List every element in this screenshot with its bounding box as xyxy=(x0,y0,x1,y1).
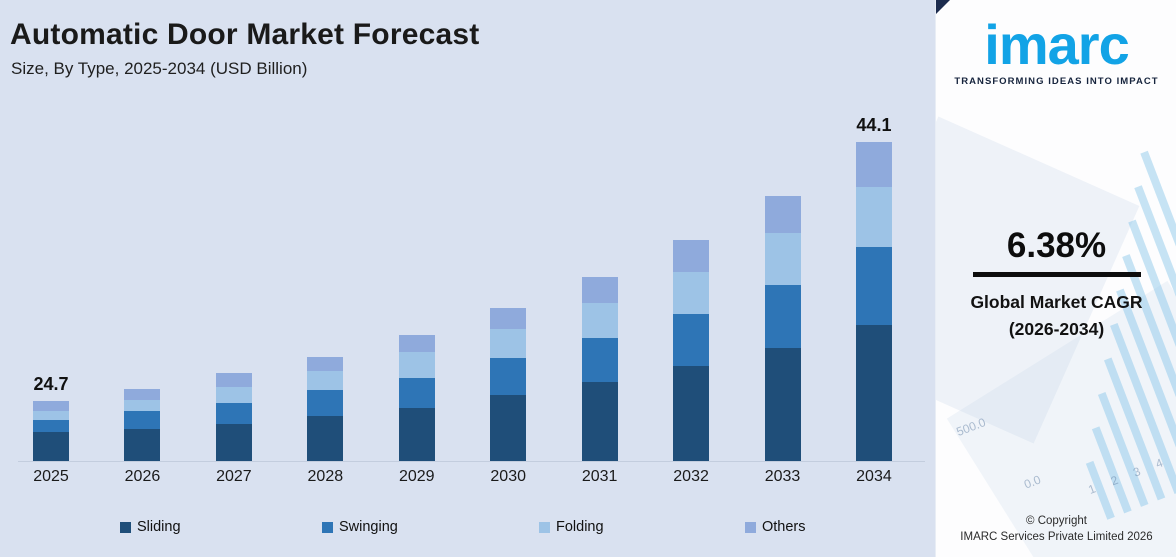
legend: Sliding Swinging Folding Others xyxy=(0,519,935,543)
legend-swatch-folding xyxy=(539,521,550,533)
chart-subtitle: Size, By Type, 2025-2034 (USD Billion) xyxy=(11,59,308,78)
data-label-2025: 24.7 xyxy=(33,374,69,394)
legend-item-folding: Folding xyxy=(539,519,604,535)
x-axis-line xyxy=(18,461,925,462)
bar-2032-sliding-segment xyxy=(673,366,710,461)
bar-2030-others-segment xyxy=(490,308,527,329)
bar-2025-others-segment xyxy=(33,401,69,411)
bar-2034-sliding-segment xyxy=(855,325,892,461)
plot-area: 24.7 44.1 xyxy=(0,110,935,462)
bar-2028 xyxy=(307,357,344,461)
imarc-logo-tagline: TRANSFORMING IDEAS INTO IMPACT xyxy=(954,76,1159,88)
x-tick-2034: 2034 xyxy=(856,468,892,485)
legend-label-swinging: Swinging xyxy=(339,519,398,535)
bar-2027-swinging-segment xyxy=(215,403,252,424)
copyright-line2: IMARC Services Private Limited 2026 xyxy=(960,531,1153,544)
bar-2029-folding-segment xyxy=(398,352,435,378)
bar-2026-others-segment xyxy=(124,389,161,400)
legend-swatch-swinging xyxy=(322,521,333,533)
bar-2027 xyxy=(215,373,252,461)
x-tick-2030: 2030 xyxy=(490,468,526,485)
bar-2025-folding-segment xyxy=(33,411,69,420)
bar-2034-others-segment xyxy=(855,142,892,187)
x-tick-2028: 2028 xyxy=(307,468,344,485)
legend-label-folding: Folding xyxy=(556,519,604,535)
bar-2033-swinging-segment xyxy=(764,285,801,348)
cagr-underline xyxy=(972,272,1141,277)
bar-2033-sliding-segment xyxy=(764,348,801,461)
bar-2029-sliding-segment xyxy=(398,408,435,461)
bar-2026-folding-segment xyxy=(124,400,161,411)
bar-2028-swinging-segment xyxy=(307,390,344,416)
bar-2031-swinging-segment xyxy=(581,338,618,382)
bar-2034 xyxy=(855,142,892,461)
bar-2029-swinging-segment xyxy=(398,378,435,408)
bar-2026-sliding-segment xyxy=(124,429,161,461)
bar-2030-swinging-segment xyxy=(490,358,527,395)
x-tick-2027: 2027 xyxy=(216,468,252,485)
copyright-line1: © Copyright xyxy=(1026,514,1087,527)
x-tick-2031: 2031 xyxy=(581,468,618,485)
legend-label-sliding: Sliding xyxy=(137,519,181,535)
corner-accent-triangle xyxy=(936,0,950,14)
bar-2026 xyxy=(124,389,161,461)
bar-2029-others-segment xyxy=(398,335,435,352)
legend-swatch-others xyxy=(745,521,756,533)
x-tick-2029: 2029 xyxy=(398,468,435,485)
legend-item-others: Others xyxy=(745,519,806,535)
x-tick-2025: 2025 xyxy=(33,468,69,485)
chart-section: Automatic Door Market Forecast Size, By … xyxy=(0,18,935,543)
bar-2025 xyxy=(33,401,69,461)
data-label-2034: 44.1 xyxy=(856,115,892,135)
cagr-range: (2026-2034) xyxy=(1008,319,1105,340)
bar-2031-sliding-segment xyxy=(581,382,618,461)
bar-2025-swinging-segment xyxy=(33,420,69,432)
bar-2025-sliding-segment xyxy=(33,432,69,461)
bar-2034-folding-segment xyxy=(855,187,892,247)
bar-2031 xyxy=(581,277,618,461)
bar-2028-others-segment xyxy=(307,357,344,371)
bar-2031-others-segment xyxy=(581,277,618,303)
x-tick-2033: 2033 xyxy=(764,468,801,485)
bar-2031-folding-segment xyxy=(581,303,618,338)
bar-2033 xyxy=(764,196,801,461)
legend-swatch-sliding xyxy=(120,521,131,533)
bar-2032-others-segment xyxy=(673,240,710,272)
cagr-block: 6.38% Global Market CAGR (2026-2034) xyxy=(936,226,1176,343)
x-tick-2026: 2026 xyxy=(124,468,161,485)
legend-item-swinging: Swinging xyxy=(322,519,398,535)
bar-2032-folding-segment xyxy=(673,272,710,314)
cagr-value: 6.38% xyxy=(1006,226,1107,265)
bar-2032 xyxy=(673,240,710,461)
bar-2034-swinging-segment xyxy=(855,247,892,325)
chart-title: Automatic Door Market Forecast xyxy=(10,18,480,51)
bar-2033-folding-segment xyxy=(764,233,801,285)
bar-2030-folding-segment xyxy=(490,329,527,358)
legend-label-others: Others xyxy=(762,519,806,535)
x-axis-labels: 2025 2026 2027 2028 2029 2030 2031 2032 2033 2034 xyxy=(0,468,935,492)
bar-2032-swinging-segment xyxy=(673,314,710,366)
brand-panel: 500.0 0.0 1 2 3 4 imarc TRANSFORMING IDE… xyxy=(935,0,1176,557)
bar-2027-others-segment xyxy=(215,373,252,387)
imarc-logo: imarc TRANSFORMING IDEAS INTO IMPACT xyxy=(936,6,1176,87)
copyright: © Copyright IMARC Services Private Limit… xyxy=(936,513,1176,546)
bar-2027-sliding-segment xyxy=(215,424,252,461)
bar-2028-folding-segment xyxy=(307,371,344,390)
bar-2026-swinging-segment xyxy=(124,411,161,429)
legend-item-sliding: Sliding xyxy=(120,519,181,535)
bar-2033-others-segment xyxy=(764,196,801,233)
imarc-logo-text: imarc xyxy=(984,13,1129,76)
bar-2030-sliding-segment xyxy=(490,395,527,461)
cagr-label: Global Market CAGR xyxy=(970,292,1143,312)
bar-2028-sliding-segment xyxy=(307,416,344,461)
bar-2030 xyxy=(490,308,527,461)
bar-2029 xyxy=(398,335,435,461)
x-tick-2032: 2032 xyxy=(673,468,709,485)
bar-2027-folding-segment xyxy=(215,387,252,403)
